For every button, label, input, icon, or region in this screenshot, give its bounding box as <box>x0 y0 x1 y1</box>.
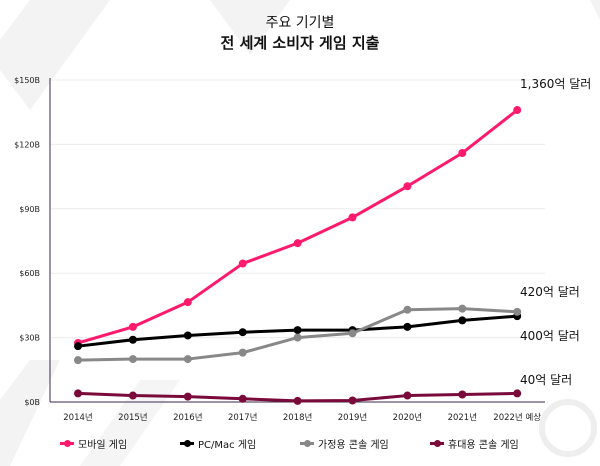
data-point <box>74 356 82 365</box>
legend-swatch <box>430 439 444 447</box>
data-point <box>458 390 467 399</box>
legend-swatch <box>300 439 314 447</box>
legend-item-pc: PC/Mac 게임 <box>180 436 300 451</box>
legend: 모바일 게임 PC/Mac 게임 가정용 콘솔 게임 휴대용 콘솔 게임 <box>60 436 550 451</box>
data-point <box>458 304 467 313</box>
data-point <box>403 305 412 314</box>
legend-swatch <box>60 439 74 447</box>
x-tick-label: 2022년 예상 <box>493 412 541 423</box>
x-tick-label: 2020년 <box>393 412 422 423</box>
x-tick-label: 2019년 <box>338 412 367 423</box>
data-point <box>238 259 247 268</box>
data-point <box>403 322 412 331</box>
data-point <box>348 329 357 338</box>
annotation-label: 40억 달러 <box>520 373 572 387</box>
data-point <box>348 213 357 222</box>
data-point <box>128 391 137 400</box>
legend-item-home-console: 가정용 콘솔 게임 <box>300 436 430 451</box>
data-point <box>403 391 412 400</box>
x-tick-label: 2016년 <box>173 412 202 423</box>
data-point <box>458 148 467 157</box>
data-point <box>183 392 192 401</box>
data-point <box>183 355 192 364</box>
chart-title-line1: 주요 기기별 <box>265 15 335 31</box>
data-point <box>183 331 192 340</box>
data-point <box>238 348 247 357</box>
data-point <box>293 333 302 342</box>
x-tick-label: 2018년 <box>283 412 312 423</box>
x-tick-label: 2017년 <box>228 412 257 423</box>
legend-label: PC/Mac 게임 <box>198 440 257 451</box>
y-tick-label: $0B <box>24 398 40 407</box>
data-point <box>293 326 302 335</box>
data-point <box>74 342 82 351</box>
y-tick-label: $150B <box>14 76 40 85</box>
chart-title-line2: 전 세계 소비자 게임 지출 <box>220 34 380 52</box>
legend-label: 모바일 게임 <box>78 440 128 451</box>
y-tick-label: $30B <box>19 334 40 343</box>
data-point <box>293 396 302 405</box>
x-tick-label: 2015년 <box>118 412 147 423</box>
data-point <box>128 322 137 331</box>
data-point <box>128 355 137 364</box>
annotation-label: 420억 달러 <box>520 285 580 299</box>
data-point <box>513 106 522 115</box>
data-point <box>183 298 192 307</box>
data-point <box>238 328 247 337</box>
data-point <box>403 182 412 191</box>
legend-item-mobile: 모바일 게임 <box>60 436 180 451</box>
y-tick-label: $120B <box>14 140 40 149</box>
legend-label: 가정용 콘솔 게임 <box>318 440 389 451</box>
data-point <box>293 239 302 248</box>
data-point <box>513 389 522 398</box>
data-point <box>348 396 357 405</box>
data-point <box>458 316 467 325</box>
y-tick-label: $60B <box>19 269 40 278</box>
data-point <box>513 307 522 316</box>
legend-swatch <box>180 439 194 447</box>
annotation-label: 400억 달러 <box>520 329 580 343</box>
legend-item-handheld-console: 휴대용 콘솔 게임 <box>430 436 550 451</box>
x-tick-label: 2021년 <box>448 412 477 423</box>
y-tick-label: $90B <box>19 205 40 214</box>
data-point <box>74 389 82 398</box>
annotation-label: 1,360억 달러 <box>520 77 591 91</box>
data-point <box>238 394 247 403</box>
x-tick-label: 2014년 <box>63 412 92 423</box>
legend-label: 휴대용 콘솔 게임 <box>448 440 519 451</box>
data-point <box>128 335 137 344</box>
